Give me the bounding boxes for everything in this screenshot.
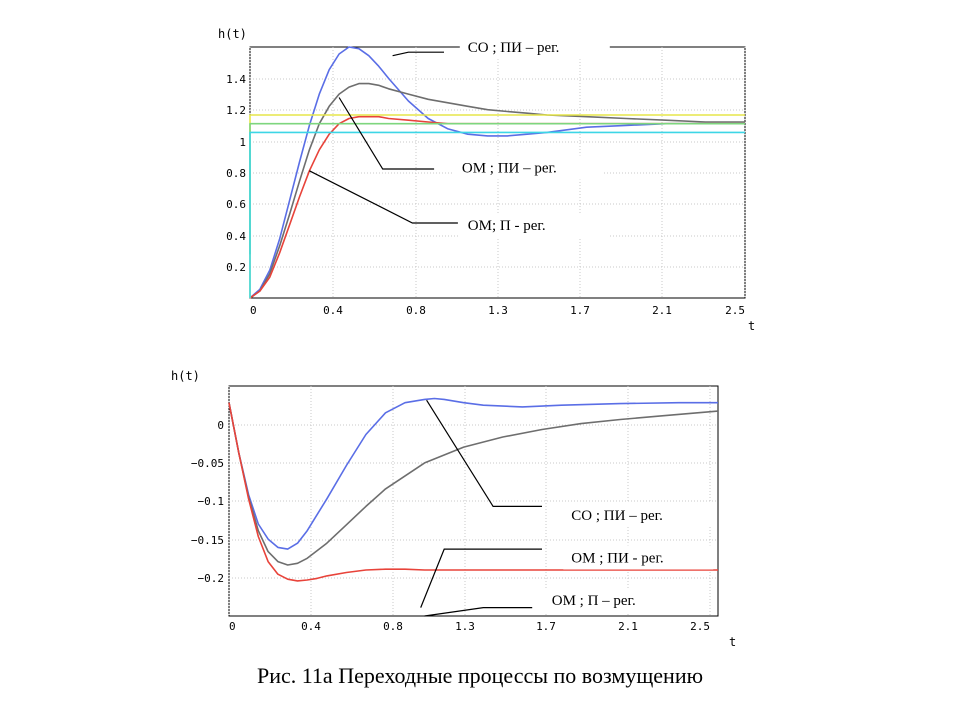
series-line-cyan [249,131,745,298]
x-tick-label: 0 [250,304,257,317]
annotation-leader-line [420,548,542,608]
annotations: СО ; ПИ – рег. ОМ ; ПИ - рег. ОМ ; П – р… [420,399,714,617]
series-lines [249,46,745,299]
y-tick-label: −0.05 [191,457,224,470]
annotations: СО ; ПИ – рег. ОМ ; ПИ – рег. ОМ; П - ре… [309,35,610,238]
x-tick-label: 0 [229,620,236,633]
x-tick-label: 2.5 [690,620,710,633]
annotation-background [563,502,714,527]
y-tick-label: −0.2 [198,572,225,585]
annotation-background [459,35,610,60]
annotation-label: ОМ ; ПИ - рег. [571,550,663,566]
x-tick-label: 2.5 [725,304,745,317]
y-tick-label: −0.1 [198,495,225,508]
y-tick-label: 0.2 [226,261,246,274]
annotation-leader-line [392,51,444,57]
series-line-blue [228,397,718,550]
annotation-label: ОМ ; П – рег. [552,593,636,609]
x-tick-label: 2.1 [618,620,638,633]
x-axis-label: t [729,635,736,649]
y-axis-label: h(t) [171,369,200,383]
series-lines [228,397,719,582]
y-tick-label: 0.4 [226,230,246,243]
y-tick-label: 0.6 [226,198,246,211]
y-tick-label: 1 [239,136,246,149]
annotation-leader-line [426,399,542,507]
x-tick-label: 1.7 [570,304,590,317]
annotation-leader-line [338,97,435,170]
series-line-gray [228,402,719,566]
grid [228,386,718,616]
x-tick-label: 0.4 [301,620,321,633]
annotation-background [543,588,694,613]
x-tick-label: 1.7 [536,620,556,633]
y-tick-labels: 0 −0.05 −0.1 −0.15 −0.2 [191,419,224,585]
y-axis-label: h(t) [218,27,247,41]
x-tick-label: 0.4 [323,304,343,317]
annotation-label: ОМ; П - рег. [468,218,546,234]
y-tick-label: −0.15 [191,534,224,547]
annotation-label: СО ; ПИ – рег. [468,40,560,56]
y-tick-label: 0 [217,419,224,432]
series-line-blue [249,46,745,299]
chart-disturbance: h(t) t 0 0.4 0.8 1.3 1.7 2.1 2.5 0 −0.05… [171,369,736,649]
series-line-red [228,402,718,582]
annotation-label: СО ; ПИ – рег. [571,508,663,524]
x-tick-label: 0.8 [406,304,426,317]
x-tick-labels: 0 0.4 0.8 1.3 1.7 2.1 2.5 [229,620,710,633]
annotation-background [459,213,610,238]
x-tick-label: 2.1 [652,304,672,317]
x-tick-label: 0.8 [383,620,403,633]
y-tick-label: 1.4 [226,73,246,86]
x-tick-label: 1.3 [488,304,508,317]
y-tick-labels: 0.2 0.4 0.6 0.8 1 1.2 1.4 [226,73,246,274]
annotation-leader-line [424,606,533,617]
x-axis-label: t [748,319,755,333]
x-tick-labels: 0 0.4 0.8 1.3 1.7 2.1 2.5 [250,304,745,317]
chart-setpoint: h(t) t 0 0.4 0.8 1.3 1.7 2.1 2.5 0.2 0.4… [218,27,755,333]
x-tick-label: 1.3 [455,620,475,633]
annotation-background [453,155,604,180]
annotation-label: ОМ ; ПИ – рег. [462,161,557,177]
y-tick-label: 1.2 [226,104,246,117]
y-tick-label: 0.8 [226,167,246,180]
plot-frame [228,385,719,617]
series-line-gray [249,82,745,299]
annotation-background [563,545,714,570]
annotation-leader-line [309,170,458,224]
figure-caption: Рис. 11а Переходные процессы по возмущен… [256,663,704,688]
